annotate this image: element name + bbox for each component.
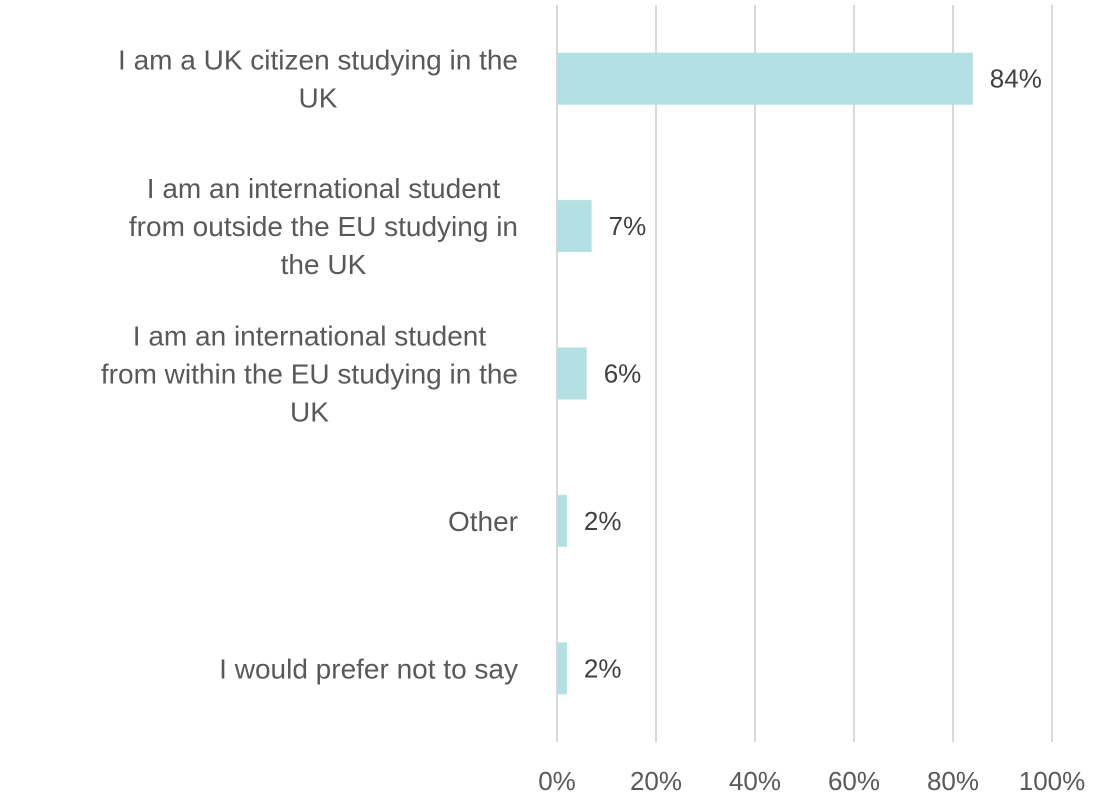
x-tick-label: 0%	[538, 766, 576, 796]
category-label-line: Other	[448, 506, 518, 537]
category-label: I would prefer not to say	[219, 653, 518, 684]
category-label-line: from outside the EU studying in	[129, 211, 518, 242]
category-label-line: the UK	[281, 249, 367, 280]
category-label-line: from within the EU studying in the	[101, 359, 518, 390]
category-label-line: I would prefer not to say	[219, 653, 518, 684]
bar	[557, 494, 567, 547]
category-label: I am a UK citizen studying in the UK	[118, 45, 518, 114]
category-label: I am an international student from within…	[101, 321, 518, 428]
value-labels: 84% 7% 6% 2% 2%	[584, 64, 1042, 684]
category-label: Other	[448, 506, 518, 537]
category-label: I am an international student from outsid…	[129, 173, 518, 280]
category-label-line: UK	[299, 83, 338, 114]
x-tick-label: 100%	[1019, 766, 1086, 796]
x-tick-label: 40%	[729, 766, 781, 796]
gridlines	[556, 5, 1053, 742]
bar	[557, 52, 973, 105]
data-label: 84%	[990, 64, 1042, 94]
x-tick-label: 20%	[630, 766, 682, 796]
data-label: 6%	[604, 359, 642, 389]
data-label: 2%	[584, 506, 622, 536]
category-label-line: I am a UK citizen studying in the	[118, 45, 518, 76]
bars	[557, 52, 973, 695]
x-axis-ticks: 0% 20% 40% 60% 80% 100%	[538, 766, 1085, 796]
data-label: 7%	[609, 211, 647, 241]
x-tick-label: 60%	[828, 766, 880, 796]
category-label-line: I am an international student	[147, 173, 501, 204]
category-label-line: I am an international student	[133, 321, 487, 352]
bar	[557, 642, 567, 695]
x-tick-label: 80%	[927, 766, 979, 796]
category-labels: I am a UK citizen studying in the UKI am …	[101, 45, 518, 685]
bar	[557, 347, 587, 400]
bar	[557, 200, 592, 253]
category-label-line: UK	[290, 397, 329, 428]
data-label: 2%	[584, 653, 622, 683]
